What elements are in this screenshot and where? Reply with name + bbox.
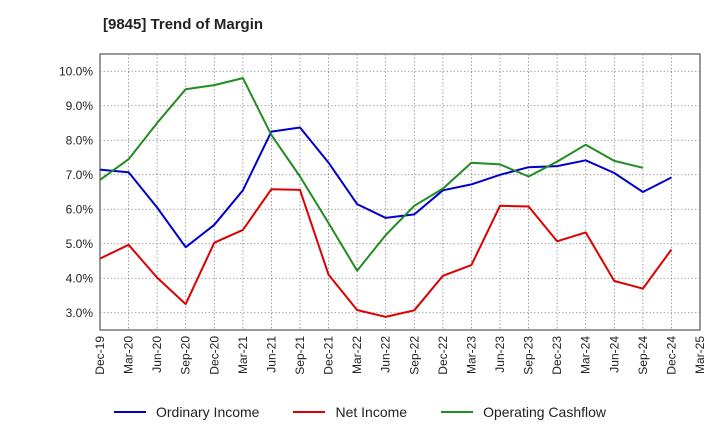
legend-label: Ordinary Income: [155, 404, 260, 420]
legend-swatch: [441, 411, 474, 413]
x-tick-label: Sep-21: [293, 336, 307, 375]
y-tick-label: 3.0%: [66, 306, 94, 320]
chart-title: [9845] Trend of Margin: [103, 16, 264, 33]
legend-item: Operating Cashflow: [441, 404, 606, 420]
y-tick-label: 6.0%: [66, 202, 94, 216]
x-tick-label: Jun-23: [493, 336, 507, 373]
x-tick-label: Mar-24: [579, 336, 593, 374]
x-tick-label: Dec-23: [550, 336, 564, 375]
x-tick-label: Mar-23: [464, 336, 478, 374]
series-line-operating-cashflow: [99, 77, 644, 272]
x-tick-label: Mar-22: [350, 336, 364, 374]
x-tick-label: Sep-20: [179, 336, 193, 375]
series-line-ordinary-income: [99, 126, 672, 249]
y-tick-label: 5.0%: [66, 237, 94, 251]
legend-item: Net Income: [293, 404, 407, 420]
x-tick-label: Dec-19: [93, 336, 107, 375]
legend-label: Operating Cashflow: [483, 404, 607, 420]
y-tick-label: 8.0%: [66, 133, 94, 147]
x-tick-label: Sep-22: [407, 336, 421, 375]
x-tick-label: Mar-21: [236, 336, 250, 374]
x-tick-label: Jun-22: [379, 336, 393, 373]
x-tick-label: Dec-22: [436, 336, 450, 375]
legend: Ordinary Income Net Income Operating Cashf…: [0, 404, 720, 420]
x-tick-label: Dec-21: [322, 336, 336, 375]
x-tick-label: Sep-23: [522, 336, 536, 375]
x-tick-label: Jun-20: [150, 336, 164, 373]
x-tick-label: Mar-25: [693, 336, 707, 374]
legend-swatch: [113, 411, 146, 413]
x-tick-label: Dec-20: [207, 336, 221, 375]
legend-label: Net Income: [335, 404, 408, 420]
y-tick-label: 7.0%: [66, 168, 94, 182]
y-tick-label: 4.0%: [66, 271, 94, 285]
x-tick-label: Jun-24: [607, 336, 621, 373]
legend-swatch: [293, 411, 326, 413]
x-tick-label: Sep-24: [636, 336, 650, 375]
x-tick-label: Dec-24: [664, 336, 678, 375]
plot-frame: [99, 53, 701, 331]
series-line-net-income: [99, 188, 673, 318]
legend-item: Ordinary Income: [113, 404, 260, 420]
y-tick-label: 9.0%: [66, 99, 94, 113]
x-tick-label: Mar-20: [122, 336, 136, 374]
x-tick-label: Jun-21: [264, 336, 278, 373]
y-tick-label: 10.0%: [59, 64, 93, 78]
